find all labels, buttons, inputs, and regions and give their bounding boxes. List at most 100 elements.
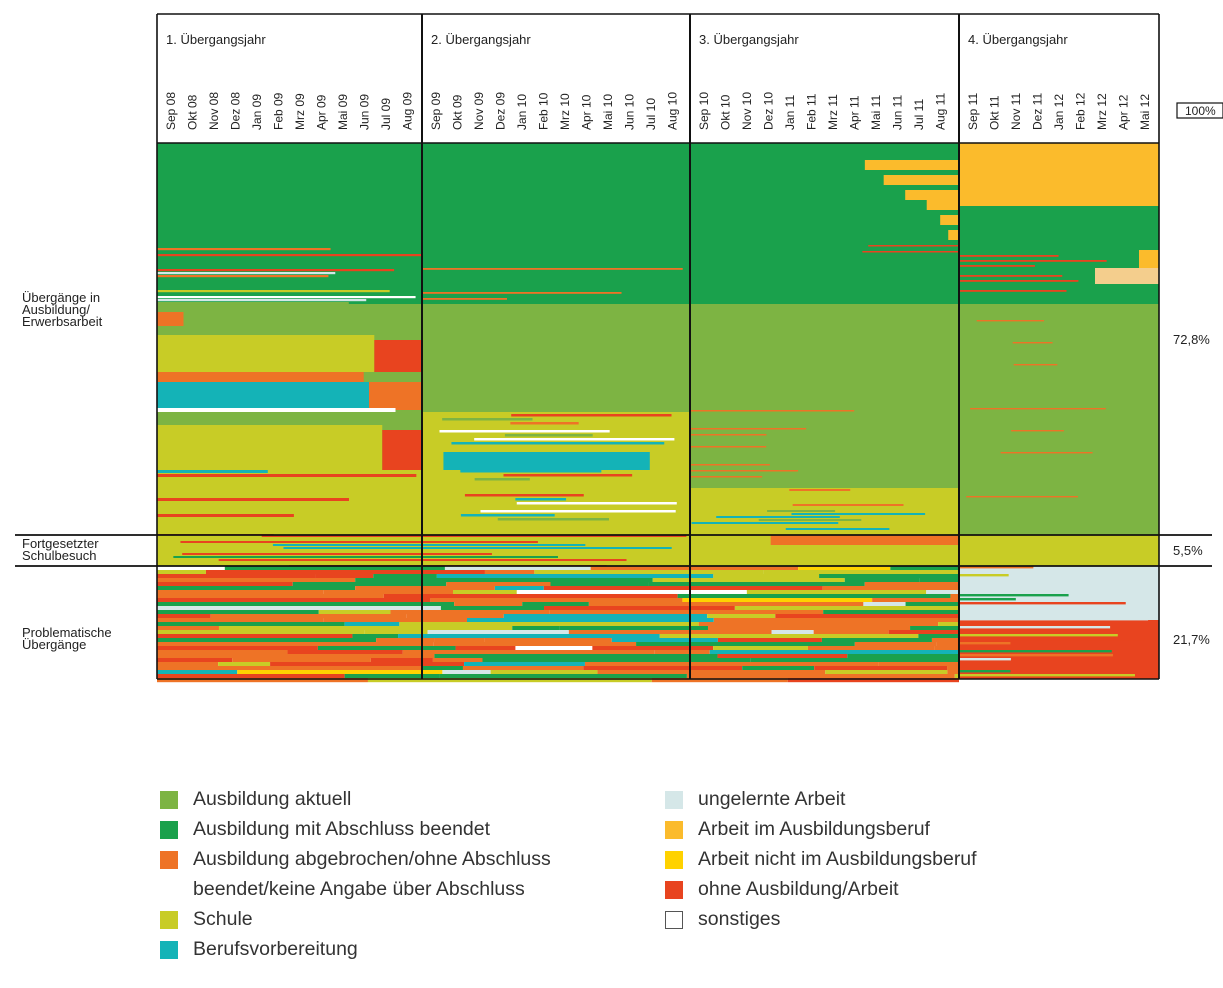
sequence-band [422, 268, 683, 270]
sequence-band [825, 670, 948, 675]
sequence-band [691, 522, 839, 524]
sequence-band [287, 650, 403, 655]
sequence-band [999, 210, 1049, 283]
chart-labels: 100% 1. Übergangsjahr Sep 08 Okt 08 Nov 08 De… [164, 32, 1216, 130]
sequence-band [698, 622, 939, 627]
sequence-band [636, 642, 855, 647]
sequence-band [847, 654, 959, 659]
sequence-band [910, 626, 959, 631]
month-label: Dez 10 [762, 92, 776, 130]
sequence-band [568, 630, 772, 635]
sequence-band [462, 666, 584, 671]
percent-ausbildung: 72,8% [1173, 332, 1210, 347]
period-title: 3. Übergangsjahr [699, 32, 799, 47]
sequence-band [959, 594, 1069, 597]
sequence-band [959, 620, 1159, 679]
sequence-band [237, 670, 443, 675]
sequence-band [157, 275, 329, 278]
sequence-band [315, 574, 374, 579]
sequence-band [157, 642, 434, 647]
sequence-band [157, 470, 422, 535]
sequence-band [390, 610, 550, 615]
group-label-ausbildung: Übergänge in Ausbildung/ Erwerbsarbeit [22, 290, 103, 329]
sequence-band [1000, 452, 1093, 454]
sequence-band [406, 614, 504, 619]
sequence-band [443, 452, 650, 470]
sequence-band [157, 474, 417, 477]
sequence-band [364, 630, 428, 635]
sequence-band [785, 480, 927, 482]
period-title: 1. Übergangsjahr [166, 32, 266, 47]
sequence-band [383, 594, 678, 599]
sequence-band [515, 498, 567, 501]
sequence-band [369, 382, 422, 410]
legend-swatch-sonstiges [665, 911, 683, 929]
sequence-band [792, 504, 904, 506]
percent-schule: 5,5% [1173, 543, 1203, 558]
sequence-band [157, 302, 349, 305]
sequence-band [597, 670, 693, 675]
sequence-band [157, 594, 384, 599]
month-label: Okt 09 [451, 94, 465, 130]
sequence-band [959, 626, 1111, 629]
sequence-band [157, 646, 318, 651]
sequence-band [742, 666, 815, 671]
sequence-band [864, 160, 959, 170]
sequence-band [785, 528, 890, 530]
sequence-band [588, 602, 864, 607]
sequence-band [690, 464, 770, 466]
sequence-band [878, 662, 959, 667]
sequence-band [503, 474, 633, 477]
sequence-band [791, 513, 926, 515]
month-label: Jan 09 [250, 94, 264, 130]
month-label: Nov 10 [740, 92, 754, 130]
sequence-band [959, 658, 1011, 661]
sequence-band [210, 614, 407, 619]
sequence-band [261, 535, 687, 537]
sequence-band [821, 638, 932, 643]
sequence-band [503, 614, 708, 619]
sequence-band [504, 434, 593, 437]
total-percent-label: 100% [1185, 104, 1216, 118]
sequence-band [157, 670, 238, 675]
sequence-band [931, 638, 959, 643]
sequence-band [157, 254, 422, 257]
month-label: Jun 10 [623, 94, 637, 130]
sequence-band [868, 245, 959, 247]
sequence-band [813, 630, 889, 635]
group-label-problematisch: Problematische Übergänge [22, 625, 112, 652]
sequence-band [692, 670, 826, 675]
sequence-band [421, 666, 463, 671]
legend-swatch-berufsvorbereitung [160, 941, 178, 959]
sequence-band [888, 630, 959, 635]
sequence-band [970, 408, 1106, 410]
legend-label-ausbildung-abgebrochen: Ausbildung abgebrochen/ohne Abschluss [193, 848, 551, 870]
sequence-band [398, 634, 660, 639]
percent-problematisch: 21,7% [1173, 632, 1210, 647]
sequence-band [789, 489, 851, 491]
month-label: Sep 11 [966, 93, 980, 130]
sequence-band [750, 658, 959, 663]
sequence-band [516, 502, 677, 505]
sequence-band [918, 634, 959, 639]
legend-label-ausbildung-abschluss: Ausbildung mit Abschluss beendet [193, 818, 491, 840]
month-label: Mai 12 [1138, 94, 1152, 130]
sequence-band [157, 678, 368, 683]
sequence-band [959, 265, 1035, 267]
sequence-band [510, 422, 579, 425]
sequence-band [270, 662, 465, 667]
legend-label-ausbildung-aktuell: Ausbildung aktuell [193, 788, 352, 810]
sequence-band [157, 382, 369, 408]
month-label: Apr 12 [1117, 94, 1131, 130]
sequence-band [934, 646, 959, 651]
month-label: Jul 10 [644, 98, 658, 130]
legend-label-arbeit-nicht-ausbildungsberuf: Arbeit nicht im Ausbildungsberuf [698, 848, 977, 870]
sequence-band [690, 410, 855, 412]
month-label: Sep 10 [697, 92, 711, 130]
sequence-band [534, 570, 764, 575]
sequence-band [787, 678, 959, 683]
month-label: Mrz 09 [293, 93, 307, 130]
sequence-band [439, 430, 610, 433]
sequence-band [157, 622, 345, 627]
sequence-band [854, 642, 937, 647]
